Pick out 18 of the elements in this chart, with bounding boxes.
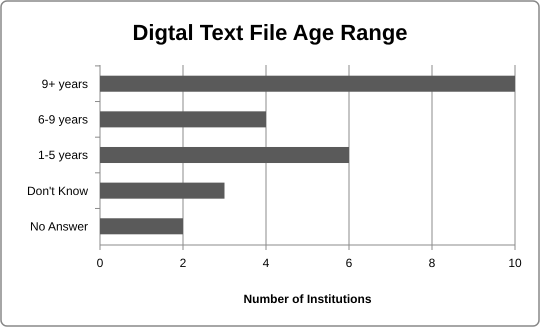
x-tick-label: 10 bbox=[508, 256, 522, 270]
x-axis-title: Number of Institutions bbox=[244, 292, 372, 306]
y-tick-label: 1-5 years bbox=[38, 148, 88, 162]
y-tick-label: 6-9 years bbox=[38, 112, 88, 127]
bar bbox=[100, 76, 515, 92]
x-tick-label: 2 bbox=[180, 256, 187, 270]
x-tick-label: 6 bbox=[346, 256, 353, 270]
x-tick-label: 0 bbox=[96, 256, 104, 270]
chart-title: Digtal Text File Age Range bbox=[132, 20, 408, 45]
bar bbox=[100, 146, 349, 164]
bar bbox=[100, 111, 266, 128]
x-tick-label: 8 bbox=[428, 256, 436, 270]
y-tick-label: 9+ years bbox=[42, 76, 88, 91]
bar bbox=[100, 182, 224, 199]
y-tick-label: No Answer bbox=[30, 219, 88, 234]
y-tick-label: Don't Know bbox=[27, 184, 88, 198]
bar bbox=[100, 218, 183, 234]
x-tick-label: 4 bbox=[262, 256, 270, 270]
